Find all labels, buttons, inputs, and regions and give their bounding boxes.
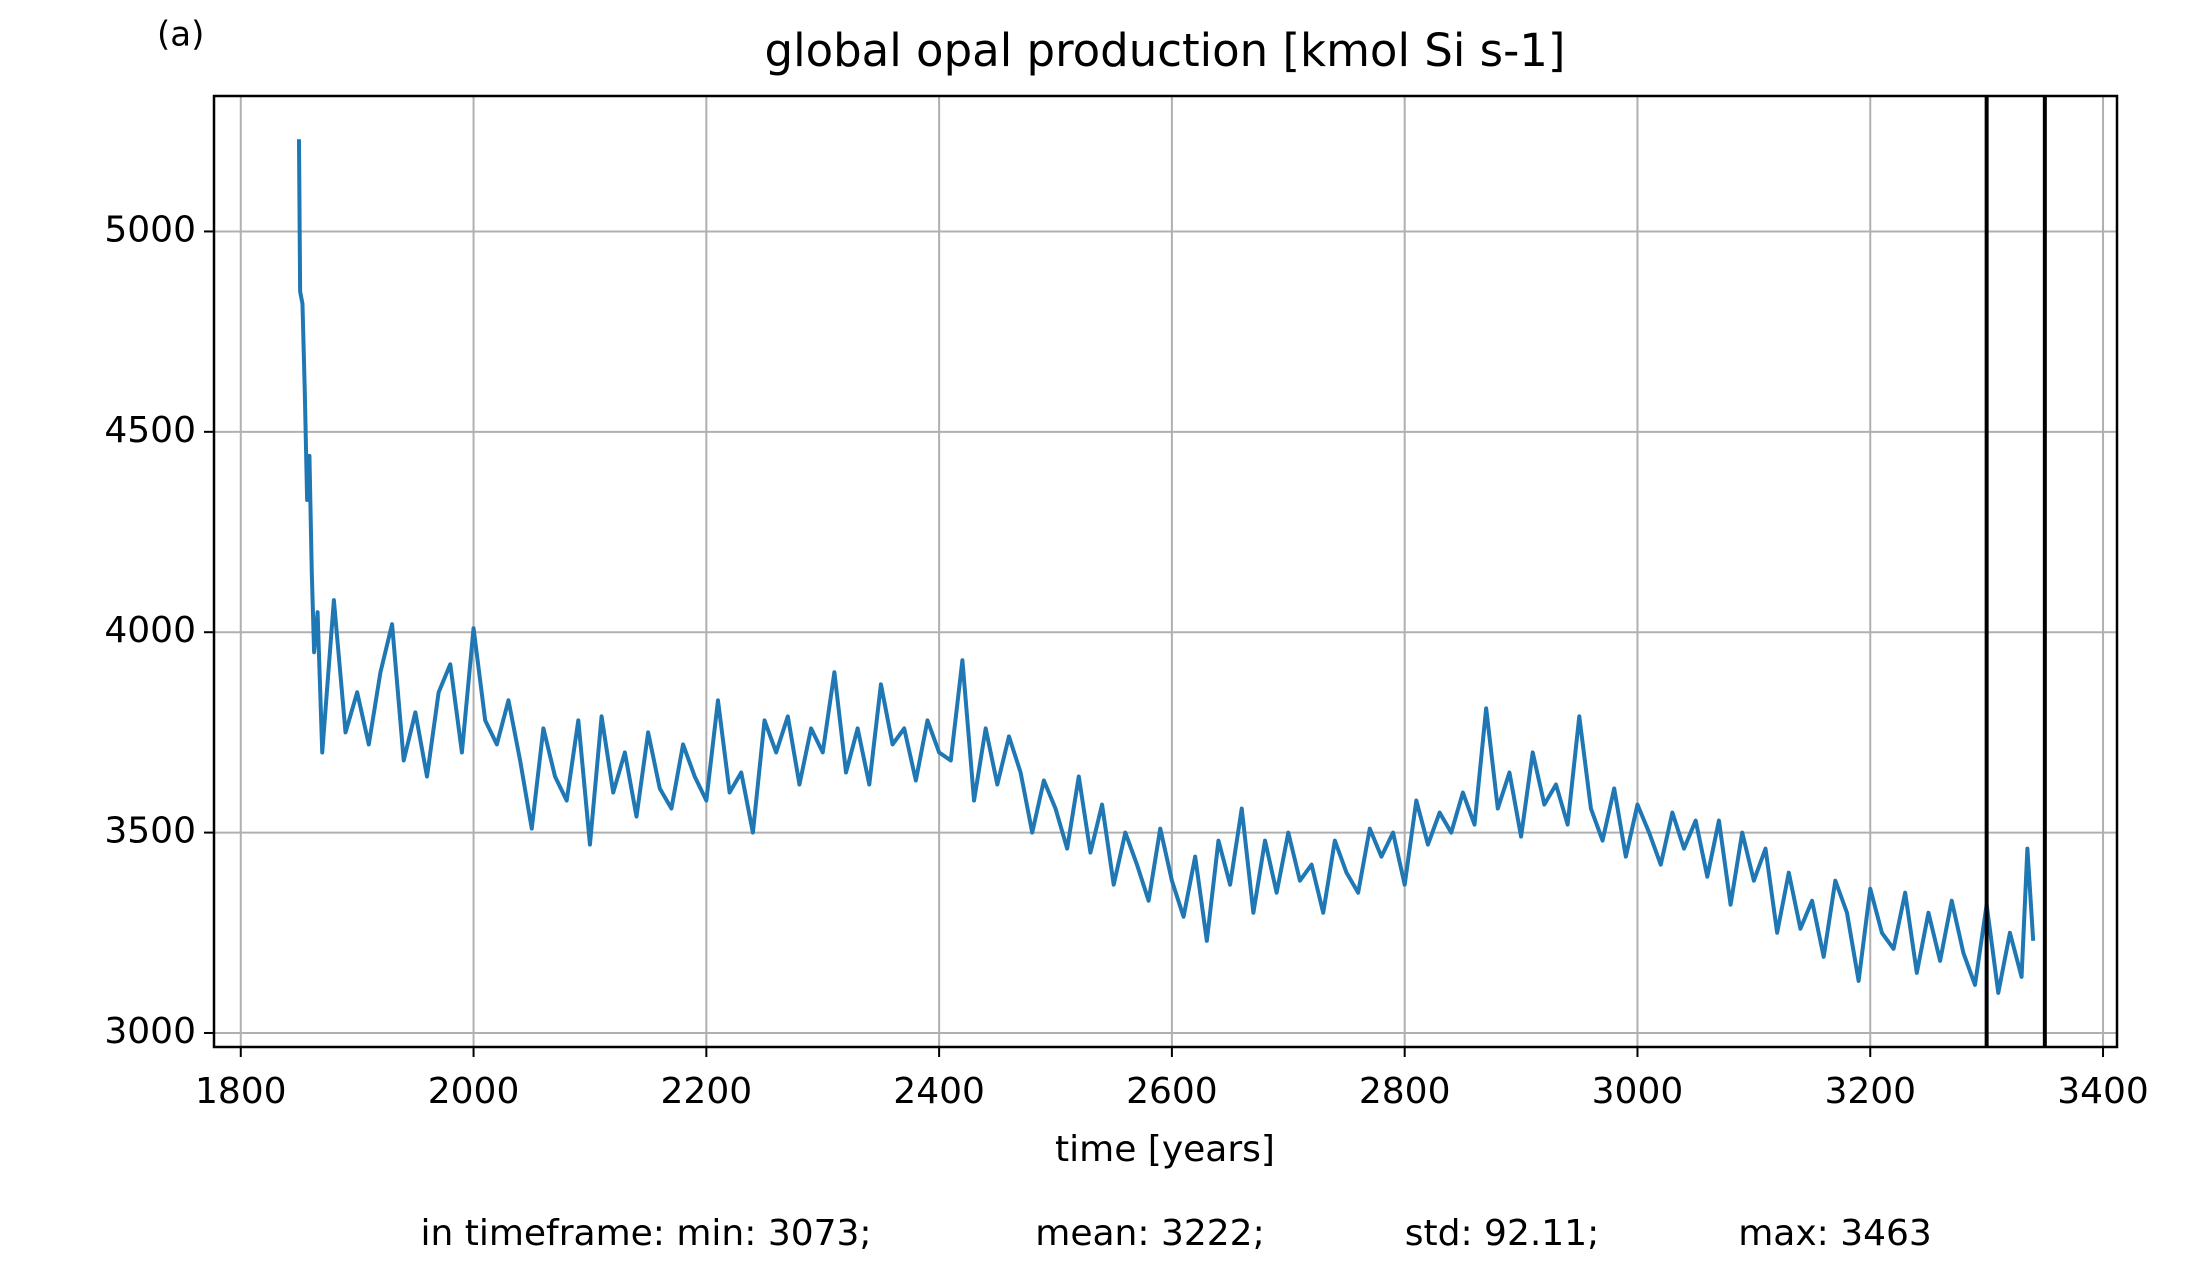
- x-tick-label: 2600: [1126, 1071, 1218, 1112]
- y-tick-label: 4500: [104, 410, 196, 451]
- y-tick-label: 5000: [104, 209, 196, 250]
- x-tick-label: 2200: [661, 1071, 753, 1112]
- panel-label: (a): [157, 15, 204, 55]
- footer-stat: in timeframe: min: 3073;: [420, 1213, 871, 1254]
- footer-stat: mean: 3222;: [1035, 1213, 1264, 1254]
- y-tick-label: 3000: [104, 1011, 196, 1052]
- plot-frame: [212, 94, 2119, 1049]
- x-tick-label: 2800: [1359, 1071, 1451, 1112]
- footer-stat: std: 92.11;: [1405, 1213, 1599, 1254]
- footer-stat: max: 3463: [1738, 1213, 1932, 1254]
- y-tick-label: 4000: [104, 610, 196, 651]
- x-tick-label: 1800: [195, 1071, 287, 1112]
- x-tick-label: 3400: [2057, 1071, 2149, 1112]
- x-tick-label: 2000: [428, 1071, 520, 1112]
- x-axis-label: time [years]: [1055, 1129, 1275, 1170]
- y-tick-label: 3500: [104, 811, 196, 852]
- x-tick-label: 2400: [893, 1071, 985, 1112]
- x-tick-label: 3200: [1824, 1071, 1916, 1112]
- data-line: [296, 139, 2036, 995]
- chart-title: global opal production [kmol Si s-1]: [765, 24, 1566, 77]
- x-tick-label: 3000: [1592, 1071, 1684, 1112]
